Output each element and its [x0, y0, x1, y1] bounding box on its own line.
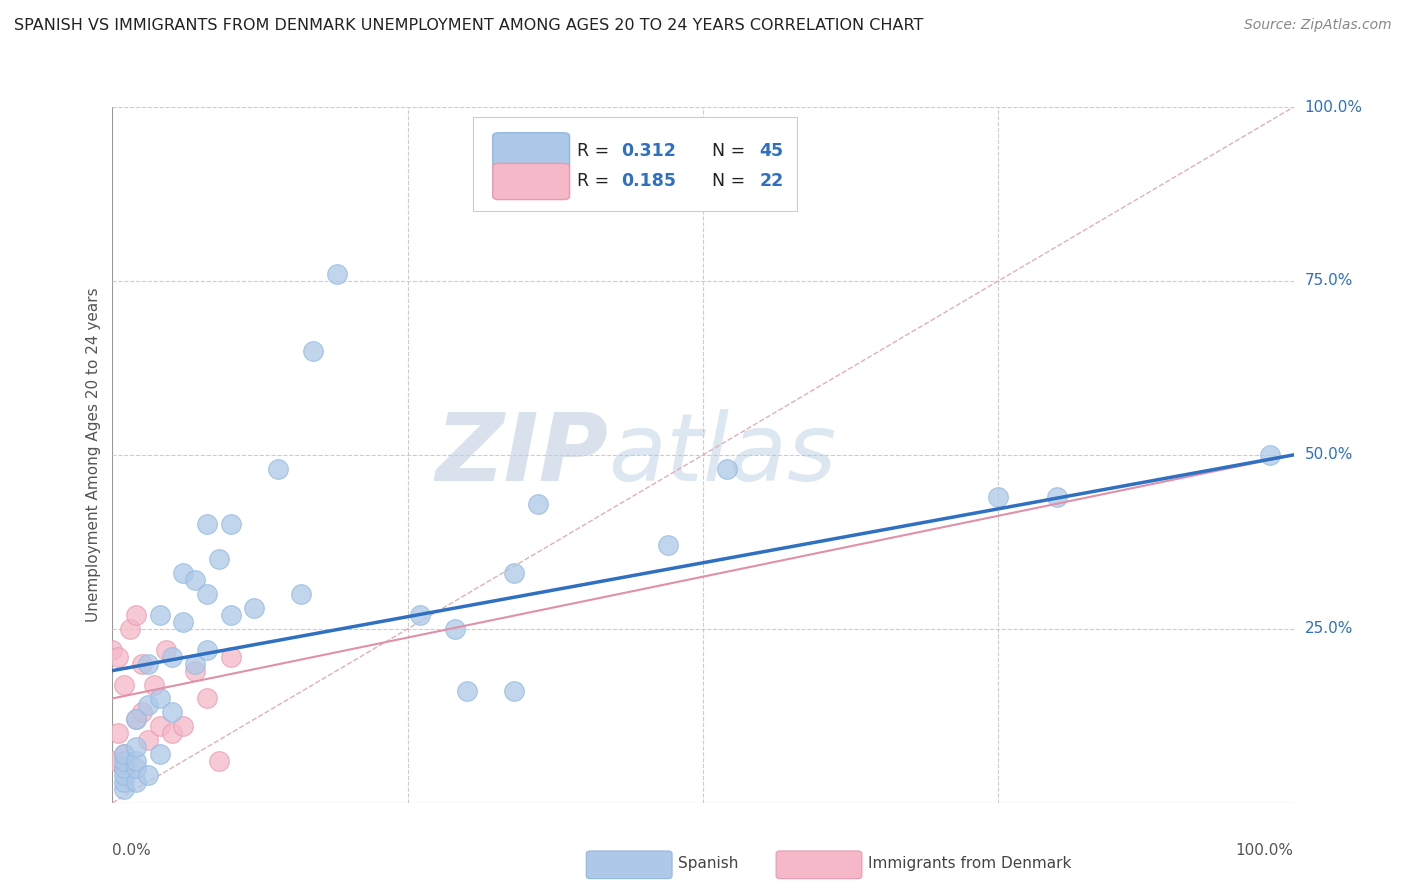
Point: [172, 615, 194, 629]
Point: [112, 768, 135, 782]
Point: [149, 747, 172, 761]
Text: 45: 45: [759, 142, 783, 160]
Y-axis label: Unemployment Among Ages 20 to 24 years: Unemployment Among Ages 20 to 24 years: [86, 287, 101, 623]
Text: SPANISH VS IMMIGRANTS FROM DENMARK UNEMPLOYMENT AMONG AGES 20 TO 24 YEARS CORREL: SPANISH VS IMMIGRANTS FROM DENMARK UNEMP…: [14, 18, 924, 33]
Point: [112, 677, 135, 691]
FancyBboxPatch shape: [492, 163, 569, 200]
Point: [172, 719, 194, 733]
Point: [503, 684, 526, 698]
Point: [219, 649, 242, 664]
Point: [987, 490, 1010, 504]
Point: [125, 607, 148, 622]
FancyBboxPatch shape: [472, 118, 797, 211]
Point: [456, 684, 478, 698]
Text: 0.185: 0.185: [621, 172, 676, 191]
Point: [267, 462, 290, 476]
Text: Immigrants from Denmark: Immigrants from Denmark: [868, 856, 1071, 871]
Point: [125, 712, 148, 726]
FancyBboxPatch shape: [492, 133, 569, 169]
Point: [125, 775, 148, 789]
Point: [160, 706, 183, 720]
Point: [101, 642, 124, 657]
Point: [112, 754, 135, 768]
Text: 0.312: 0.312: [621, 142, 676, 160]
Point: [1046, 490, 1069, 504]
Point: [503, 566, 526, 581]
Text: atlas: atlas: [609, 409, 837, 500]
Point: [219, 517, 242, 532]
Point: [195, 517, 218, 532]
Point: [125, 754, 148, 768]
Point: [1258, 448, 1281, 462]
Point: [155, 642, 177, 657]
Point: [208, 552, 231, 566]
Point: [444, 622, 467, 636]
Point: [208, 754, 231, 768]
Text: N =: N =: [713, 172, 751, 191]
Point: [101, 754, 124, 768]
Point: [112, 747, 135, 761]
Text: R =: R =: [576, 142, 614, 160]
Point: [149, 607, 172, 622]
Point: [112, 761, 135, 775]
Point: [195, 587, 218, 601]
Text: 50.0%: 50.0%: [1305, 448, 1353, 462]
Point: [160, 649, 183, 664]
Point: [657, 538, 679, 552]
Point: [149, 691, 172, 706]
Point: [290, 587, 312, 601]
Point: [195, 691, 218, 706]
Point: [136, 733, 159, 747]
Point: [125, 740, 148, 755]
Point: [408, 607, 430, 622]
Point: [112, 781, 135, 796]
Text: Spanish: Spanish: [678, 856, 738, 871]
Text: Source: ZipAtlas.com: Source: ZipAtlas.com: [1244, 18, 1392, 32]
Point: [125, 712, 148, 726]
Text: N =: N =: [713, 142, 751, 160]
Text: 22: 22: [759, 172, 785, 191]
Point: [149, 719, 172, 733]
Point: [136, 698, 159, 713]
Point: [107, 649, 129, 664]
Point: [172, 566, 194, 581]
Point: [184, 573, 207, 587]
Point: [526, 497, 548, 511]
Point: [120, 622, 142, 636]
Point: [184, 657, 207, 671]
Point: [136, 768, 159, 782]
Point: [195, 642, 218, 657]
Point: [184, 664, 207, 678]
Text: 100.0%: 100.0%: [1305, 100, 1362, 114]
Point: [112, 761, 135, 775]
Point: [302, 343, 325, 358]
Point: [326, 267, 349, 281]
Point: [125, 761, 148, 775]
Point: [131, 657, 153, 671]
Point: [136, 657, 159, 671]
Point: [107, 726, 129, 740]
Text: ZIP: ZIP: [436, 409, 609, 501]
Point: [112, 747, 135, 761]
Point: [142, 677, 165, 691]
Point: [219, 607, 242, 622]
Text: R =: R =: [576, 172, 614, 191]
Point: [131, 706, 153, 720]
Text: 0.0%: 0.0%: [112, 843, 152, 858]
Point: [243, 601, 266, 615]
Point: [716, 462, 738, 476]
Text: 100.0%: 100.0%: [1236, 843, 1294, 858]
Point: [112, 775, 135, 789]
Text: 25.0%: 25.0%: [1305, 622, 1353, 636]
Text: 75.0%: 75.0%: [1305, 274, 1353, 288]
Point: [160, 726, 183, 740]
